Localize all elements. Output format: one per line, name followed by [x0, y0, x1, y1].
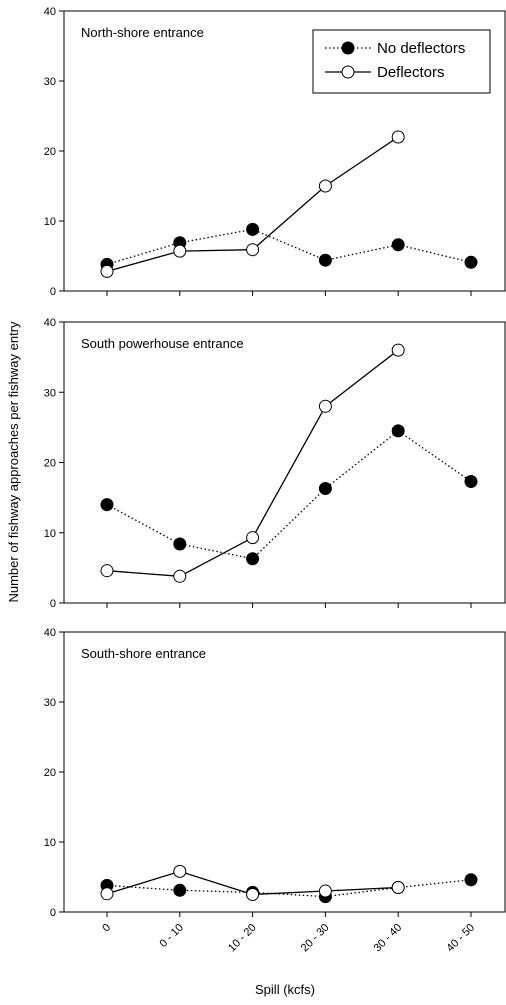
data-point — [391, 881, 405, 894]
data-point — [464, 873, 478, 887]
data-point — [246, 888, 260, 901]
y-tick-label: 0 — [50, 907, 56, 919]
data-point — [391, 424, 405, 438]
data-point — [318, 179, 332, 193]
data-point — [246, 531, 260, 545]
y-tick-label: 10 — [44, 837, 56, 849]
x-tick-label: 40 - 50 — [444, 922, 477, 955]
x-tick-label: 0 - 10 — [158, 922, 186, 950]
data-point — [246, 222, 260, 236]
data-point — [318, 253, 332, 267]
panel-title: South powerhouse entrance — [81, 336, 244, 351]
data-point — [391, 238, 405, 252]
y-tick-label: 10 — [44, 528, 56, 540]
y-tick-label: 20 — [44, 767, 56, 779]
legend-marker — [341, 41, 355, 55]
data-point — [391, 343, 405, 357]
y-tick-label: 0 — [50, 286, 56, 298]
data-point — [246, 243, 260, 257]
data-point — [173, 864, 187, 878]
data-point — [173, 537, 187, 551]
series-line — [106, 430, 472, 560]
data-point — [464, 474, 478, 488]
data-point — [318, 884, 332, 898]
x-tick-label: 30 - 40 — [372, 922, 405, 955]
plot-frame — [63, 631, 506, 913]
data-point — [100, 564, 114, 578]
legend-marker — [341, 65, 355, 79]
x-axis-label: Spill (kcfs) — [255, 982, 315, 997]
y-tick-label: 40 — [44, 317, 56, 329]
data-point — [100, 264, 114, 278]
y-tick-label: 30 — [44, 387, 56, 399]
series-line — [106, 879, 472, 898]
y-tick-label: 30 — [44, 76, 56, 88]
panel-title: North-shore entrance — [81, 25, 204, 40]
y-axis-label: Number of fishway approaches per fishway… — [6, 321, 21, 603]
data-point — [173, 569, 187, 583]
y-tick-label: 40 — [44, 627, 56, 639]
x-tick-label: 10 - 20 — [226, 922, 259, 955]
data-point — [318, 481, 332, 495]
y-tick-label: 10 — [44, 216, 56, 228]
series-line — [106, 228, 472, 266]
data-point — [246, 552, 260, 566]
data-point — [100, 887, 114, 901]
legend-label: Deflectors — [377, 64, 445, 81]
data-point — [464, 255, 478, 269]
plot-frame — [63, 321, 506, 604]
y-tick-label: 30 — [44, 697, 56, 709]
legend-box — [312, 29, 491, 94]
data-point — [173, 244, 187, 258]
y-tick-label: 0 — [50, 598, 56, 610]
y-tick-label: 20 — [44, 146, 56, 158]
legend-label: No deflectors — [377, 40, 465, 57]
x-tick-label: 0 — [100, 922, 113, 935]
data-point — [100, 498, 114, 512]
data-point — [173, 883, 187, 897]
data-point — [318, 399, 332, 413]
panel-title: South-shore entrance — [81, 646, 206, 661]
y-tick-label: 20 — [44, 458, 56, 470]
data-point — [391, 130, 405, 144]
y-tick-label: 40 — [44, 6, 56, 18]
x-tick-label: 20 - 30 — [299, 922, 332, 955]
